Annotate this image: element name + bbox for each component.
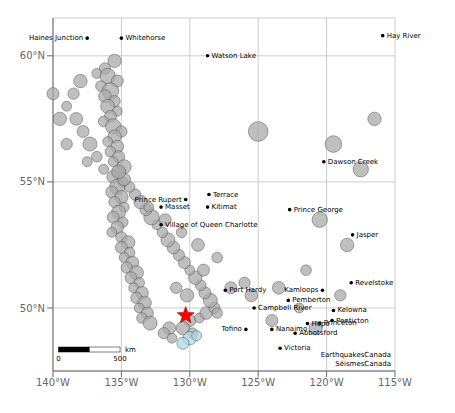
- svg-text:Kamloops: Kamloops: [284, 286, 319, 294]
- svg-text:Pemberton: Pemberton: [292, 296, 330, 304]
- svg-text:Prince Rupert: Prince Rupert: [134, 195, 182, 204]
- svg-text:Jasper: Jasper: [356, 231, 379, 239]
- svg-text:Hay River: Hay River: [387, 32, 421, 40]
- svg-text:50°N: 50°N: [20, 303, 45, 314]
- svg-text:130°W: 130°W: [173, 377, 207, 388]
- svg-text:115°W: 115°W: [378, 377, 412, 388]
- svg-text:Princeton: Princeton: [323, 319, 357, 328]
- svg-text:500: 500: [113, 355, 126, 363]
- svg-text:Port Hardy: Port Hardy: [229, 286, 266, 294]
- svg-text:km: km: [125, 346, 136, 354]
- svg-text:55°N: 55°N: [20, 176, 45, 187]
- svg-text:120°W: 120°W: [310, 377, 344, 388]
- svg-text:Haines Junction: Haines Junction: [29, 34, 83, 42]
- svg-text:140°W: 140°W: [36, 377, 70, 388]
- svg-text:Victoria: Victoria: [284, 344, 311, 352]
- svg-text:135°W: 135°W: [104, 377, 138, 388]
- svg-text:Nanaimo: Nanaimo: [275, 325, 308, 334]
- svg-text:Terrace: Terrace: [212, 191, 238, 199]
- svg-text:Kelowna: Kelowna: [337, 306, 366, 314]
- svg-text:Campbell River: Campbell River: [258, 304, 312, 312]
- svg-text:Masset: Masset: [165, 203, 190, 211]
- svg-text:Tofino: Tofino: [220, 325, 242, 333]
- svg-text:Village of Queen Charlotte: Village of Queen Charlotte: [165, 221, 257, 229]
- svg-text:125°W: 125°W: [241, 377, 275, 388]
- svg-text:Revelstoke: Revelstoke: [355, 279, 393, 287]
- svg-text:Whitehorse: Whitehorse: [125, 34, 165, 42]
- svg-text:EarthquakesCanadaSéismesCanada: EarthquakesCanadaSéismesCanada: [321, 351, 391, 368]
- svg-text:Dawson Creek: Dawson Creek: [328, 158, 379, 166]
- svg-text:60°N: 60°N: [20, 50, 45, 61]
- svg-text:Watson Lake: Watson Lake: [212, 52, 256, 60]
- svg-text:Kitimat: Kitimat: [212, 203, 237, 211]
- svg-text:Abbotsford: Abbotsford: [299, 329, 337, 337]
- svg-text:Prince George: Prince George: [294, 206, 343, 214]
- svg-text:0: 0: [56, 355, 60, 363]
- svg-text:Hope: Hope: [311, 320, 329, 328]
